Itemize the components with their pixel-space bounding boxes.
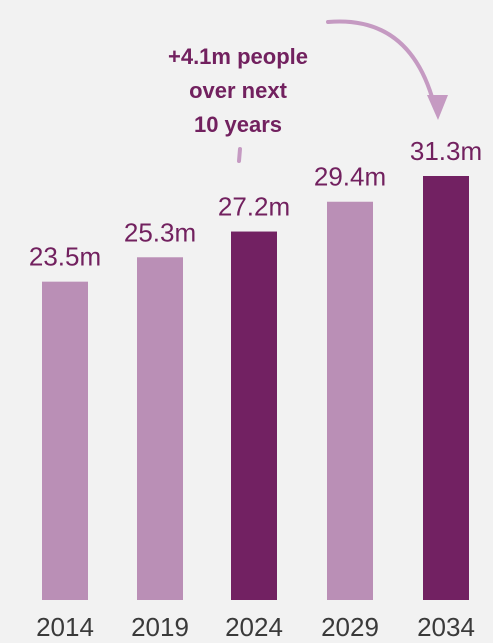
value-label-2034: 31.3m [410, 136, 482, 166]
value-label-2029: 29.4m [314, 162, 386, 192]
annotation-line-3: 10 years [194, 112, 282, 137]
value-label-2024: 27.2m [218, 192, 290, 222]
bar-2034 [423, 176, 469, 600]
x-axis-labels-group: 2014 2019 2024 2029 2034 [36, 612, 475, 642]
annotation-line-2: over next [189, 78, 287, 103]
bar-2019 [137, 257, 183, 600]
bars-group [42, 176, 469, 601]
value-label-2019: 25.3m [124, 217, 196, 247]
bar-2014 [42, 281, 88, 600]
value-labels-group: 23.5m 25.3m 27.2m 29.4m 31.3m [29, 136, 482, 272]
x-label-2034: 2034 [417, 612, 475, 642]
arrow-head-icon [427, 95, 448, 120]
bar-2024 [231, 231, 277, 601]
growth-arrow-curve [326, 19, 436, 106]
x-label-2029: 2029 [321, 612, 379, 642]
value-label-2014: 23.5m [29, 242, 101, 272]
x-label-2019: 2019 [131, 612, 189, 642]
x-label-2024: 2024 [225, 612, 283, 642]
bar-2029 [327, 201, 373, 600]
annotation-line-1: +4.1m people [168, 44, 308, 69]
x-label-2014: 2014 [36, 612, 94, 642]
annotation-group: +4.1m people over next 10 years [168, 44, 308, 137]
growth-arrow [237, 147, 242, 163]
